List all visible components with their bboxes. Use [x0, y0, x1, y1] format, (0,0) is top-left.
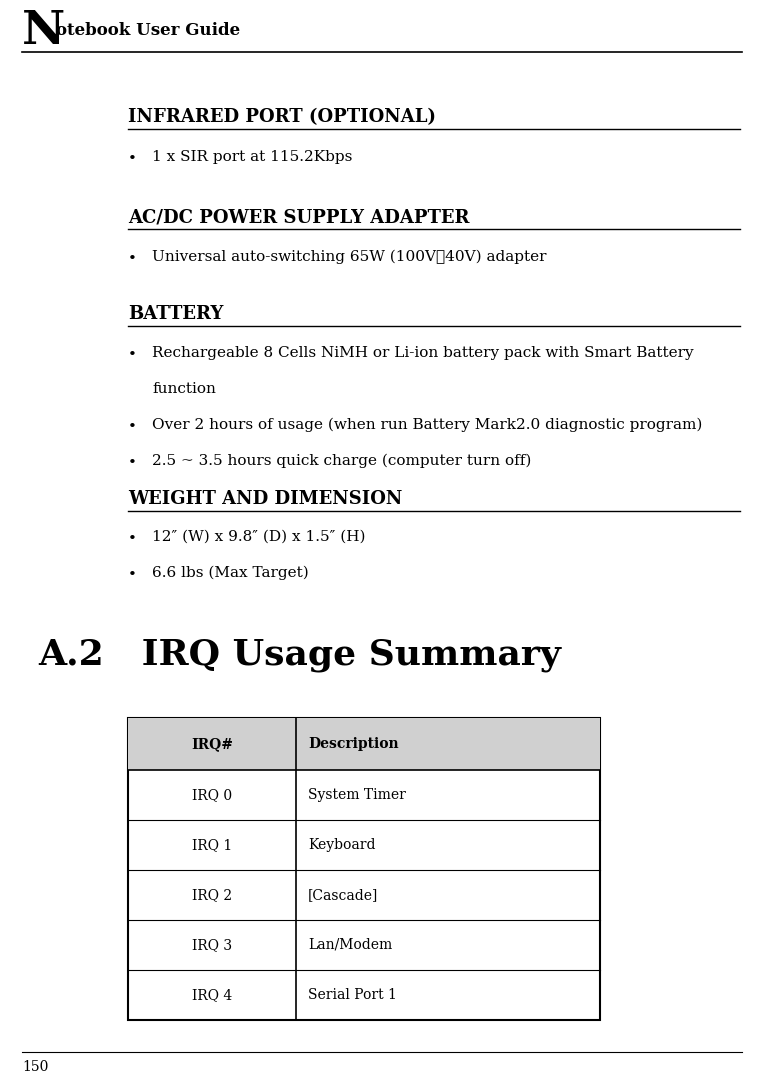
Text: IRQ 1: IRQ 1	[192, 838, 232, 852]
Text: 2.5 ~ 3.5 hours quick charge (computer turn off): 2.5 ~ 3.5 hours quick charge (computer t…	[152, 454, 531, 468]
Text: IRQ 3: IRQ 3	[192, 938, 232, 952]
Text: 1 x SIR port at 115.2Kbps: 1 x SIR port at 115.2Kbps	[152, 150, 353, 164]
Text: IRQ 2: IRQ 2	[192, 888, 232, 902]
Text: 150: 150	[22, 1060, 49, 1074]
Text: Lan/Modem: Lan/Modem	[308, 938, 392, 952]
Text: Serial Port 1: Serial Port 1	[308, 988, 397, 1002]
Text: IRQ 0: IRQ 0	[192, 788, 232, 802]
Text: INFRARED PORT (OPTIONAL): INFRARED PORT (OPTIONAL)	[128, 108, 436, 126]
Text: 12″ (W) x 9.8″ (D) x 1.5″ (H): 12″ (W) x 9.8″ (D) x 1.5″ (H)	[152, 530, 366, 544]
Text: otebook User Guide: otebook User Guide	[56, 22, 240, 39]
Text: N: N	[22, 8, 65, 54]
Text: IRQ 4: IRQ 4	[192, 988, 232, 1002]
Text: •: •	[128, 456, 137, 470]
Text: •: •	[128, 252, 137, 267]
Text: BATTERY: BATTERY	[128, 305, 223, 323]
Text: •: •	[128, 152, 137, 166]
Text: Keyboard: Keyboard	[308, 838, 375, 852]
Text: Over 2 hours of usage (when run Battery Mark2.0 diagnostic program): Over 2 hours of usage (when run Battery …	[152, 418, 702, 433]
Text: •: •	[128, 568, 137, 582]
Text: System Timer: System Timer	[308, 788, 406, 802]
Text: AC/DC POWER SUPPLY ADAPTER: AC/DC POWER SUPPLY ADAPTER	[128, 208, 470, 226]
Text: Rechargeable 8 Cells NiMH or Li-ion battery pack with Smart Battery: Rechargeable 8 Cells NiMH or Li-ion batt…	[152, 346, 694, 360]
Text: WEIGHT AND DIMENSION: WEIGHT AND DIMENSION	[128, 490, 402, 508]
Text: Universal auto-switching 65W (100V∲40V) adapter: Universal auto-switching 65W (100V∲40V) …	[152, 250, 546, 264]
Text: 6.6 lbs (Max Target): 6.6 lbs (Max Target)	[152, 566, 309, 581]
Text: •: •	[128, 532, 137, 546]
Text: •: •	[128, 349, 137, 361]
Text: A.2   IRQ Usage Summary: A.2 IRQ Usage Summary	[38, 638, 561, 672]
Text: Description: Description	[308, 737, 399, 751]
Text: function: function	[152, 382, 216, 396]
Text: [Cascade]: [Cascade]	[308, 888, 378, 902]
Text: •: •	[128, 420, 137, 434]
Bar	[128, 718, 600, 770]
Bar	[128, 718, 600, 1020]
Text: IRQ#: IRQ#	[191, 737, 233, 751]
